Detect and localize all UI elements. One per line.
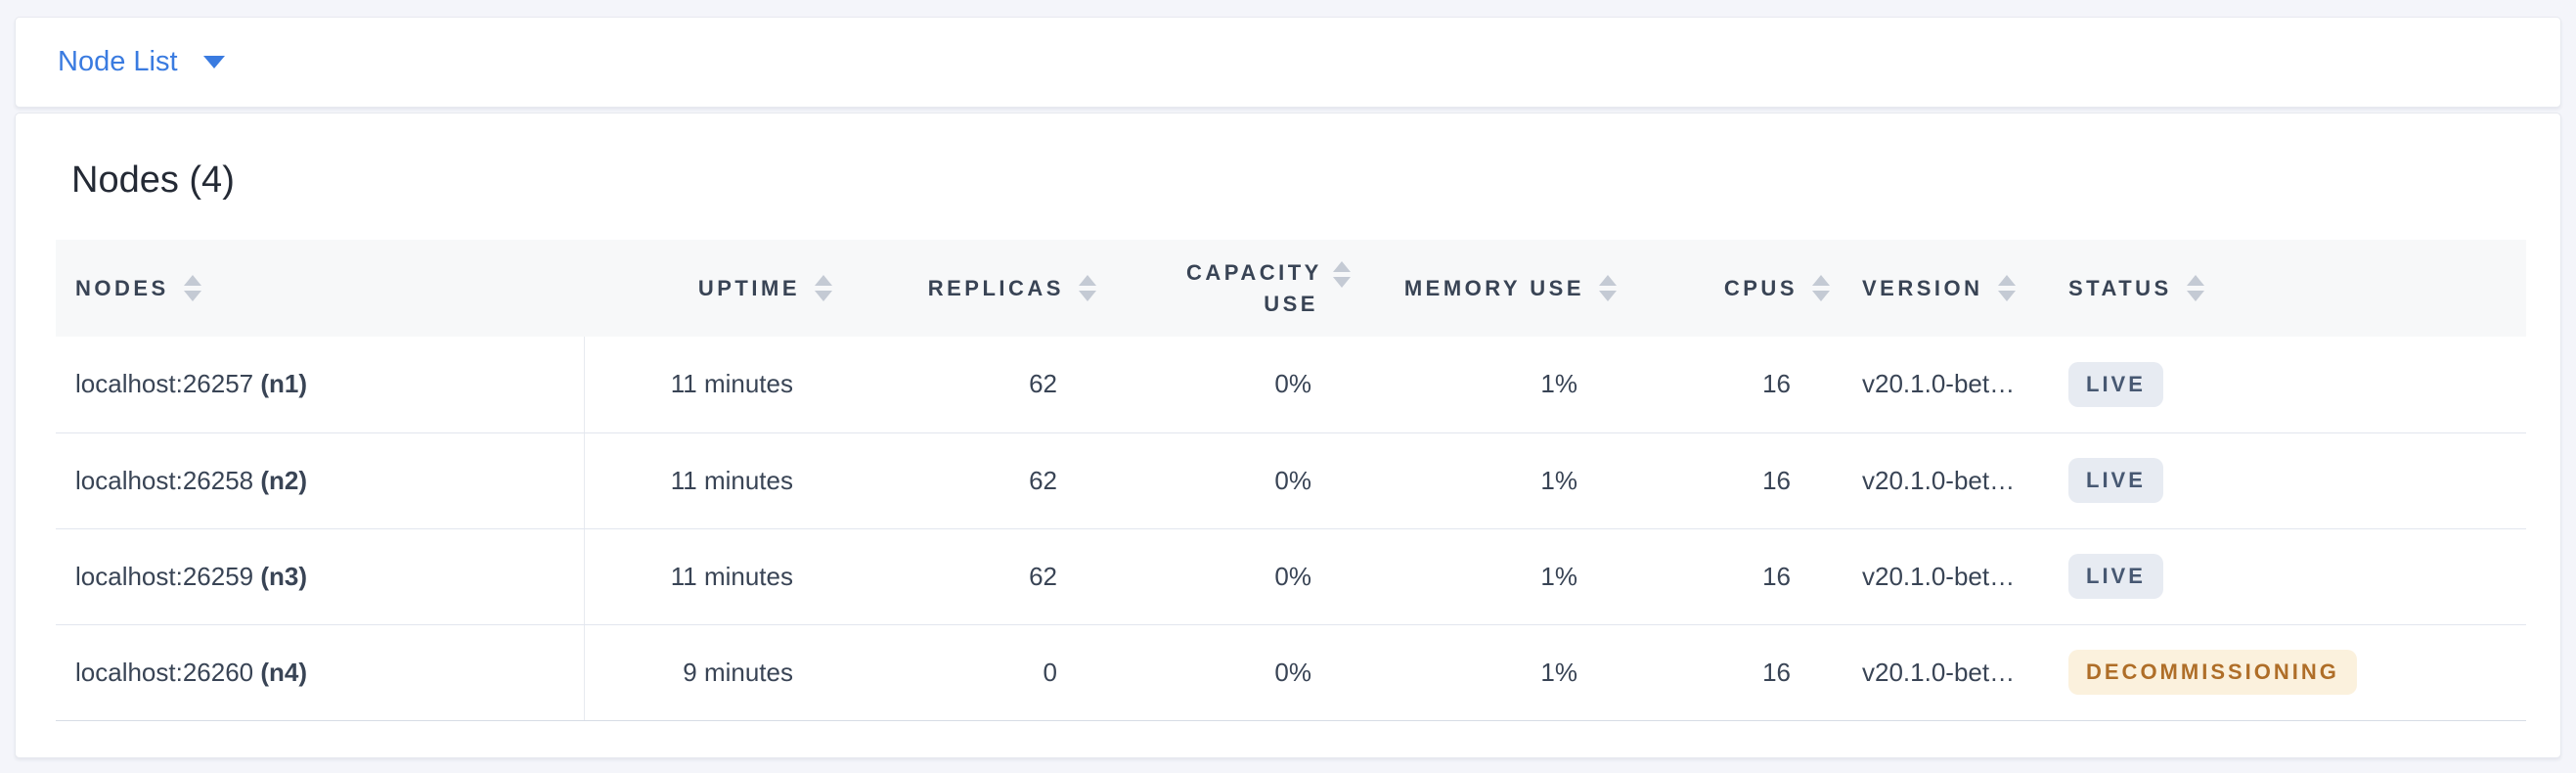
uptime-cell: 9 minutes xyxy=(584,624,832,721)
sort-arrows-icon xyxy=(1333,260,1351,288)
uptime-cell: 11 minutes xyxy=(584,337,832,433)
status-cell: LIVE xyxy=(2066,337,2526,433)
column-label-capacity-use: Capacity Use xyxy=(1186,259,1322,316)
memory-use-cell: 1% xyxy=(1351,624,1617,721)
node-address-cell: localhost:26258 (n2) xyxy=(56,432,585,529)
nodes-table: Nodes Uptime Replicas xyxy=(56,240,2526,721)
status-cell: LIVE xyxy=(2066,432,2526,529)
sort-arrows-icon xyxy=(815,275,832,301)
memory-use-cell: 1% xyxy=(1351,528,1617,625)
column-label-version: Version xyxy=(1862,275,1983,300)
sort-header-status[interactable]: Status xyxy=(2066,275,2526,301)
sort-arrows-icon xyxy=(183,275,201,301)
status-badge: DECOMMISSIONING xyxy=(2068,649,2357,696)
version-cell: v20.1.0-bet… xyxy=(1830,432,2066,529)
node-address-link[interactable]: localhost:26258 xyxy=(75,465,254,495)
cpus-cell: 16 xyxy=(1617,624,1830,721)
status-cell: DECOMMISSIONING xyxy=(2066,624,2526,721)
uptime-cell: 11 minutes xyxy=(584,528,832,625)
sort-arrows-icon xyxy=(1997,275,2016,301)
version-cell: v20.1.0-bet… xyxy=(1830,624,2066,721)
node-address-link[interactable]: localhost:26259 xyxy=(75,561,254,591)
cpus-cell: 16 xyxy=(1617,432,1830,529)
replicas-cell: 62 xyxy=(832,528,1096,625)
node-address-link[interactable]: localhost:26260 xyxy=(75,657,254,687)
page-title: Nodes (4) xyxy=(71,159,235,201)
version-cell: v20.1.0-bet… xyxy=(1830,528,2066,625)
capacity-use-cell: 0% xyxy=(1096,528,1351,625)
sort-arrows-icon xyxy=(2186,275,2204,301)
replicas-cell: 62 xyxy=(832,432,1096,529)
view-selector-dropdown[interactable]: Node List xyxy=(58,46,225,78)
status-badge: LIVE xyxy=(2068,553,2163,600)
uptime-cell: 11 minutes xyxy=(584,432,832,529)
sort-header-memory-use[interactable]: Memory Use xyxy=(1351,275,1617,301)
cpus-cell: 16 xyxy=(1617,337,1830,433)
column-label-nodes: Nodes xyxy=(75,275,169,300)
column-label-replicas: Replicas xyxy=(927,275,1064,300)
sort-arrows-icon xyxy=(1812,275,1830,301)
node-address-link[interactable]: localhost:26257 xyxy=(75,369,254,399)
sort-header-nodes[interactable]: Nodes xyxy=(56,275,584,301)
capacity-use-cell: 0% xyxy=(1096,337,1351,433)
replicas-cell: 0 xyxy=(832,624,1096,721)
replicas-cell: 62 xyxy=(832,337,1096,433)
sort-header-replicas[interactable]: Replicas xyxy=(832,275,1096,301)
status-badge: LIVE xyxy=(2068,457,2163,504)
sort-header-version[interactable]: Version xyxy=(1830,275,2066,301)
capacity-use-cell: 0% xyxy=(1096,432,1351,529)
table-row[interactable]: localhost:26257 (n1) 11 minutes 62 0% 1%… xyxy=(56,337,2526,433)
table-row[interactable]: localhost:26260 (n4) 9 minutes 0 0% 1% 1… xyxy=(56,624,2526,721)
memory-use-cell: 1% xyxy=(1351,337,1617,433)
column-label-status: Status xyxy=(2068,275,2172,300)
sort-header-uptime[interactable]: Uptime xyxy=(584,275,832,301)
view-selector-card: Node List xyxy=(15,17,2561,108)
capacity-use-cell: 0% xyxy=(1096,624,1351,721)
status-badge: LIVE xyxy=(2068,361,2163,407)
node-address-cell: localhost:26260 (n4) xyxy=(56,624,585,721)
column-label-memory-use: Memory Use xyxy=(1403,275,1584,300)
node-id: (n2) xyxy=(260,465,308,495)
version-cell: v20.1.0-bet… xyxy=(1830,337,2066,433)
node-id: (n4) xyxy=(260,657,308,687)
column-label-uptime: Uptime xyxy=(697,275,800,300)
view-selector-label: Node List xyxy=(58,46,178,77)
status-cell: LIVE xyxy=(2066,528,2526,625)
node-id: (n1) xyxy=(260,369,308,399)
node-address-cell: localhost:26259 (n3) xyxy=(56,528,585,625)
sort-header-cpus[interactable]: CPUs xyxy=(1617,275,1830,301)
table-row[interactable]: localhost:26258 (n2) 11 minutes 62 0% 1%… xyxy=(56,432,2526,529)
table-header-row: Nodes Uptime Replicas xyxy=(56,240,2526,337)
sort-arrows-icon xyxy=(1599,275,1617,301)
table-row[interactable]: localhost:26259 (n3) 11 minutes 62 0% 1%… xyxy=(56,528,2526,625)
nodes-card: Nodes (4) Nodes Uptime xyxy=(15,113,2561,758)
cpus-cell: 16 xyxy=(1617,528,1830,625)
memory-use-cell: 1% xyxy=(1351,432,1617,529)
sort-arrows-icon xyxy=(1079,275,1096,301)
caret-down-icon xyxy=(202,56,225,68)
node-address-cell: localhost:26257 (n1) xyxy=(56,337,585,433)
sort-header-capacity-use[interactable]: Capacity Use xyxy=(1096,257,1351,320)
column-label-cpus: CPUs xyxy=(1723,275,1798,300)
node-id: (n3) xyxy=(260,561,308,591)
